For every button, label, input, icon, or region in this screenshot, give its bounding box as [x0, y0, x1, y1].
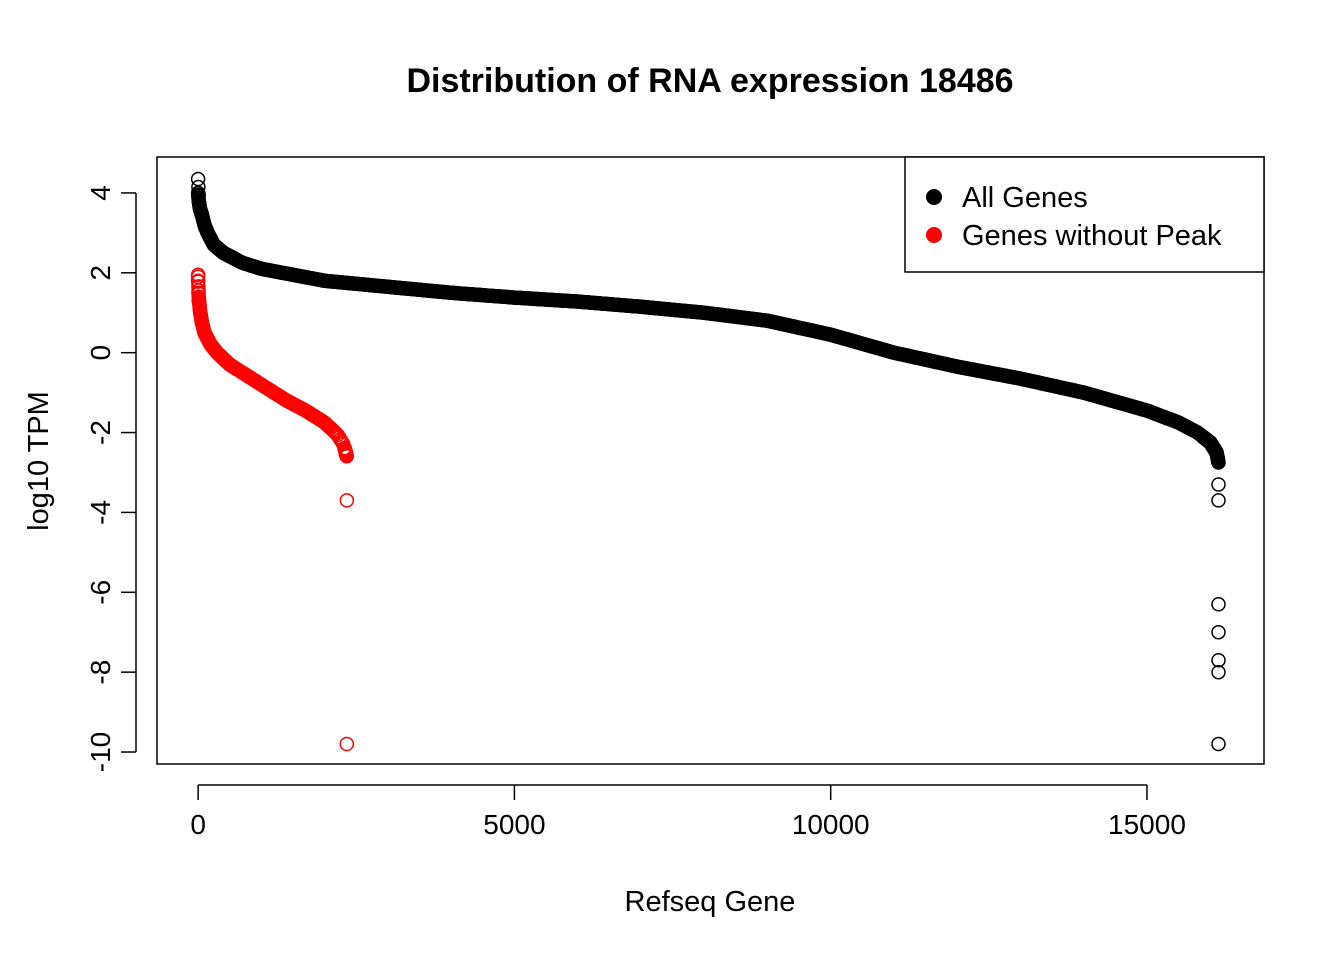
data-point	[1211, 624, 1226, 640]
y-tick-label: -10	[85, 732, 116, 772]
data-point	[1211, 736, 1226, 752]
legend: All Genes Genes without Peak	[904, 156, 1265, 273]
series-genes-without-peak	[190, 267, 355, 752]
data-point	[191, 285, 206, 301]
legend-box	[904, 156, 1265, 273]
y-tick-label: 4	[85, 185, 116, 201]
y-axis: 4 2 0 -2 -4 -6 -8 -10	[85, 185, 137, 772]
data-point	[191, 293, 206, 309]
data-point	[1211, 455, 1226, 470]
data-point	[327, 425, 343, 440]
data-point	[190, 273, 206, 289]
x-tick-label: 10000	[792, 809, 870, 840]
x-axis: 0 5000 10000 15000	[190, 784, 1186, 840]
y-axis-label: log10 TPM	[23, 391, 55, 531]
series-all-genes	[190, 171, 1226, 752]
x-tick-label: 15000	[1108, 809, 1186, 840]
data-point	[190, 267, 206, 283]
legend-marker-all-genes	[926, 189, 942, 205]
chart-title: Distribution of RNA expression 18486	[406, 62, 1013, 100]
y-tick-label: 0	[85, 345, 116, 361]
x-axis-label: Refseq Gene	[625, 886, 796, 918]
y-tick-label: -4	[85, 500, 116, 525]
data-point	[1211, 477, 1226, 492]
y-tick-label: -6	[85, 580, 116, 605]
data-point	[339, 493, 355, 508]
data-point	[191, 179, 206, 195]
data-point	[1211, 652, 1226, 668]
y-tick-label: -2	[85, 420, 116, 445]
data-point	[1211, 493, 1226, 508]
legend-label-all-genes: All Genes	[962, 182, 1088, 214]
data-point	[338, 447, 354, 462]
data-point	[1211, 664, 1226, 680]
data-point	[1211, 597, 1226, 612]
y-tick-label: -8	[85, 660, 116, 685]
legend-label-genes-without-peak: Genes without Peak	[962, 220, 1222, 252]
plot-frame	[156, 156, 1265, 765]
data-point	[191, 187, 206, 203]
data-point	[190, 171, 206, 187]
x-tick-label: 5000	[483, 809, 545, 840]
points-layer	[190, 171, 1226, 752]
x-tick-label: 0	[190, 809, 206, 840]
legend-marker-genes-without-peak	[926, 227, 942, 243]
data-point	[339, 736, 355, 752]
y-tick-label: 2	[85, 265, 116, 281]
